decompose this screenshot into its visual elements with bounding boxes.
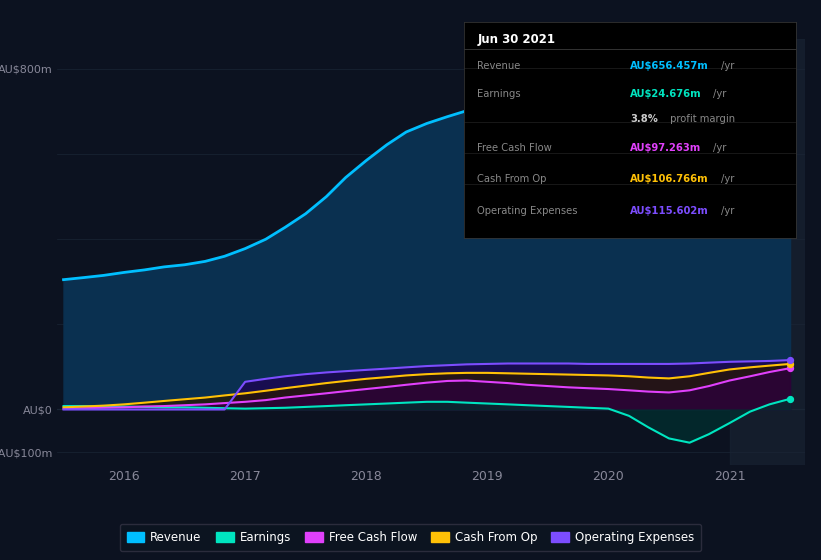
Text: AU$106.766m: AU$106.766m — [631, 174, 709, 184]
Text: AU$115.602m: AU$115.602m — [631, 206, 709, 216]
Point — [783, 126, 796, 135]
Text: /yr: /yr — [721, 206, 734, 216]
Text: Revenue: Revenue — [477, 61, 521, 71]
Point — [783, 360, 796, 368]
Text: Cash From Op: Cash From Op — [477, 174, 547, 184]
Text: /yr: /yr — [721, 174, 734, 184]
Text: Operating Expenses: Operating Expenses — [477, 206, 578, 216]
Point — [783, 394, 796, 403]
Text: /yr: /yr — [713, 89, 727, 99]
Text: AU$97.263m: AU$97.263m — [631, 143, 701, 153]
Legend: Revenue, Earnings, Free Cash Flow, Cash From Op, Operating Expenses: Revenue, Earnings, Free Cash Flow, Cash … — [120, 524, 701, 551]
Point — [783, 356, 796, 365]
Point — [783, 363, 796, 372]
Text: /yr: /yr — [721, 61, 734, 71]
Text: 3.8%: 3.8% — [631, 114, 658, 124]
Text: AU$24.676m: AU$24.676m — [631, 89, 702, 99]
Text: Free Cash Flow: Free Cash Flow — [477, 143, 552, 153]
Bar — [730, 39, 805, 465]
Text: AU$656.457m: AU$656.457m — [631, 61, 709, 71]
Text: Jun 30 2021: Jun 30 2021 — [477, 33, 555, 46]
Text: profit margin: profit margin — [667, 114, 736, 124]
Text: Earnings: Earnings — [477, 89, 521, 99]
Text: /yr: /yr — [713, 143, 727, 153]
